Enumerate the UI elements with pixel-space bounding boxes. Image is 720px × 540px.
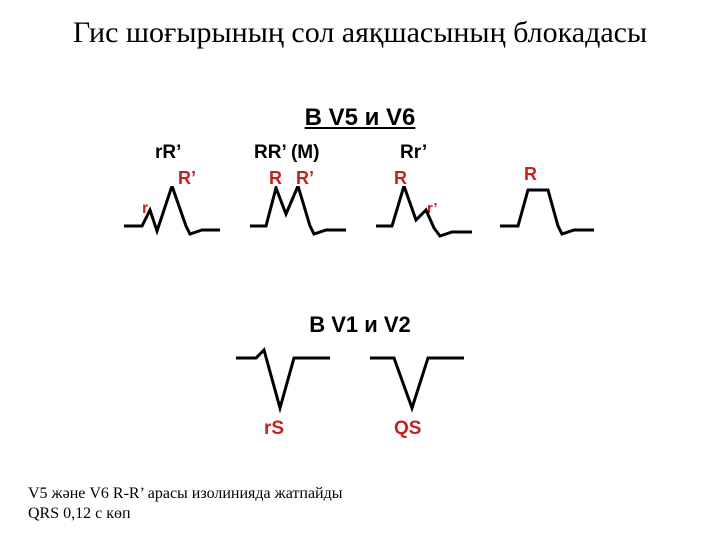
footnote-2: QRS 0,12 с көп bbox=[28, 504, 131, 525]
ecg-wave-top-2 bbox=[374, 186, 474, 250]
wave-label-bottom-0: rS bbox=[264, 418, 284, 440]
pattern-label-2: Rr’ bbox=[400, 142, 427, 164]
section-header-top: В V5 и V6 bbox=[0, 104, 720, 132]
slide-title: Гис шоғырының сол аяқшасының блокадасы bbox=[0, 16, 720, 51]
ecg-wave-top-1 bbox=[248, 186, 348, 250]
ecg-wave-top-0 bbox=[122, 186, 222, 250]
section-header-bottom: В V1 и V2 bbox=[0, 312, 720, 338]
ecg-wave-bottom-0 bbox=[232, 346, 332, 416]
footnote-1: V5 және V6 R-R’ арасы изолинияда жатпайд… bbox=[28, 484, 343, 505]
pattern-label-0: rR’ bbox=[155, 142, 181, 164]
wave-label-top-6: R bbox=[524, 164, 537, 185]
ecg-wave-bottom-1 bbox=[366, 346, 466, 416]
pattern-label-1: RR’ (M) bbox=[254, 142, 319, 164]
wave-label-bottom-1: QS bbox=[394, 418, 421, 440]
slide: Гис шоғырының сол аяқшасының блокадасы В… bbox=[0, 0, 720, 540]
ecg-wave-top-3 bbox=[496, 186, 596, 250]
